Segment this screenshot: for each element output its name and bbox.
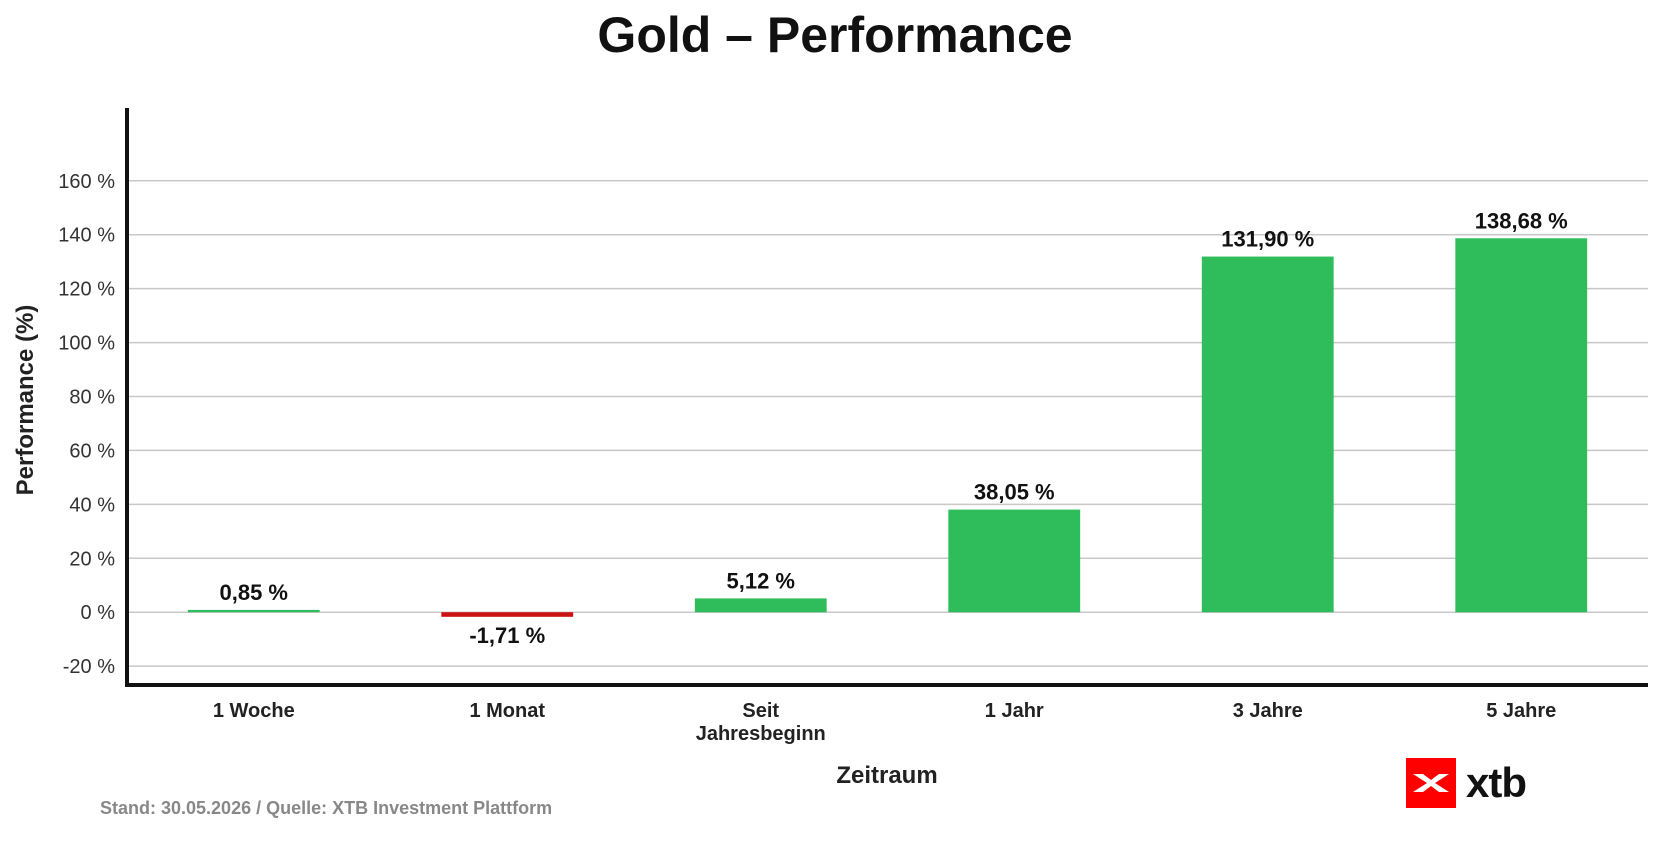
y-axis-label: Performance (%) <box>12 305 39 496</box>
x-tick-label: Seit Jahresbeginn <box>696 700 826 745</box>
y-tick-label: -20 % <box>63 656 115 678</box>
bar-value-label: 138,68 % <box>1475 208 1568 233</box>
x-tick-label: 1 Monat <box>469 700 545 722</box>
x-axis-label: Zeitraum <box>836 762 937 789</box>
bar <box>1201 256 1334 613</box>
y-tick-label: 60 % <box>69 440 115 462</box>
y-tick-label: 120 % <box>58 279 115 301</box>
bar <box>187 609 320 613</box>
bar <box>948 509 1081 613</box>
y-tick-label: 140 % <box>58 225 115 247</box>
data-labels: 0,85 % -1,71 % 5,12 % 38,05 % 131,90 % 138,68… <box>220 208 1568 648</box>
bar <box>694 598 827 613</box>
y-axis-ticks: -20 % 0 % 20 % 40 % 60 % 80 % 100 % 120 % 140 % 1… <box>58 171 115 678</box>
xtb-logo-text: xtb <box>1466 759 1527 806</box>
chart-title: Gold – Performance <box>597 7 1072 63</box>
source-note: Stand: 30.05.2026 / Quelle: XTB Investme… <box>100 798 553 818</box>
bar <box>441 612 574 617</box>
bars <box>187 238 1588 617</box>
x-tick-label: 1 Woche <box>213 700 295 722</box>
bar-value-label: 131,90 % <box>1221 227 1314 252</box>
x-tick-label: 1 Jahr <box>985 700 1044 722</box>
y-tick-label: 80 % <box>69 387 115 409</box>
y-tick-label: 0 % <box>81 602 116 624</box>
x-tick-label: 5 Jahre <box>1486 700 1556 722</box>
bar-value-label: 5,12 % <box>727 568 796 593</box>
y-tick-label: 100 % <box>58 333 115 355</box>
bar-value-label: -1,71 % <box>469 623 545 648</box>
y-tick-label: 160 % <box>58 171 115 193</box>
grid-lines <box>127 180 1648 667</box>
y-tick-label: 40 % <box>69 494 115 516</box>
xtb-logo: xtb <box>1406 758 1527 808</box>
bar <box>1455 238 1588 613</box>
bar-value-label: 0,85 % <box>220 580 289 605</box>
y-tick-label: 20 % <box>69 548 115 570</box>
xtb-logo-mark-icon <box>1406 758 1456 808</box>
x-axis-categories: 1 Woche 1 Monat Seit Jahresbeginn 1 Jahr 3 Ja… <box>213 700 1556 745</box>
bar-value-label: 38,05 % <box>974 480 1055 505</box>
x-tick-label: 3 Jahre <box>1233 700 1303 722</box>
